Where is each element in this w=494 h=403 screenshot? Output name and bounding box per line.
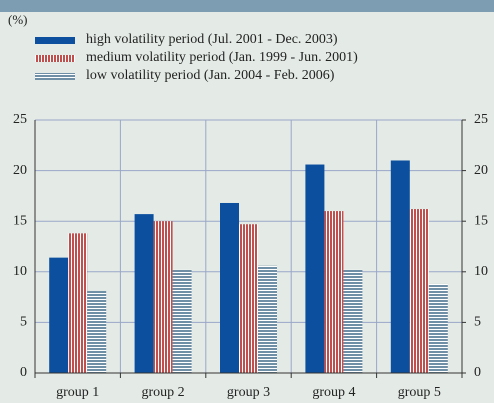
- bar: [428, 283, 448, 373]
- bar: [343, 269, 363, 373]
- bar: [409, 209, 429, 373]
- legend-label: low volatility period (Jan. 2004 - Feb. …: [86, 68, 335, 83]
- unit-label: (%): [8, 12, 28, 27]
- x-tick-label: group 1: [56, 385, 99, 400]
- bar: [134, 214, 154, 373]
- header-band: [0, 0, 494, 12]
- x-tick-label: group 5: [398, 385, 441, 400]
- y-tick-label: 5: [20, 315, 27, 330]
- bar: [258, 265, 277, 373]
- x-tick-label: group 4: [312, 385, 355, 400]
- y2-tick-label: 15: [474, 213, 488, 228]
- y-tick-label: 0: [20, 365, 27, 380]
- legend-swatch: [35, 55, 75, 62]
- y2-tick-label: 0: [474, 365, 481, 380]
- y-tick-label: 25: [13, 112, 27, 127]
- bar: [220, 202, 239, 373]
- bar: [49, 257, 69, 373]
- legend-label: medium volatility period (Jan. 1999 - Ju…: [86, 50, 358, 65]
- legend-swatch: [35, 73, 75, 80]
- legend-label: high volatility period (Jul. 2001 - Dec.…: [86, 32, 338, 47]
- bar: [172, 269, 192, 373]
- y-tick-label: 15: [13, 213, 27, 228]
- y-tick-label: 20: [13, 163, 27, 178]
- legend-swatch: [35, 37, 75, 44]
- bar: [390, 160, 410, 373]
- x-tick-label: group 3: [227, 385, 270, 400]
- y2-tick-label: 25: [474, 112, 488, 127]
- y2-tick-label: 5: [474, 315, 481, 330]
- bar: [239, 224, 258, 373]
- bar: [153, 221, 173, 373]
- y2-tick-label: 20: [474, 163, 488, 178]
- bar: [68, 233, 88, 373]
- x-tick-label: group 2: [142, 385, 185, 400]
- bar: [305, 164, 325, 373]
- bar: [87, 291, 107, 373]
- bar: [324, 211, 344, 373]
- y2-tick-label: 10: [474, 264, 488, 279]
- y-tick-label: 10: [13, 264, 27, 279]
